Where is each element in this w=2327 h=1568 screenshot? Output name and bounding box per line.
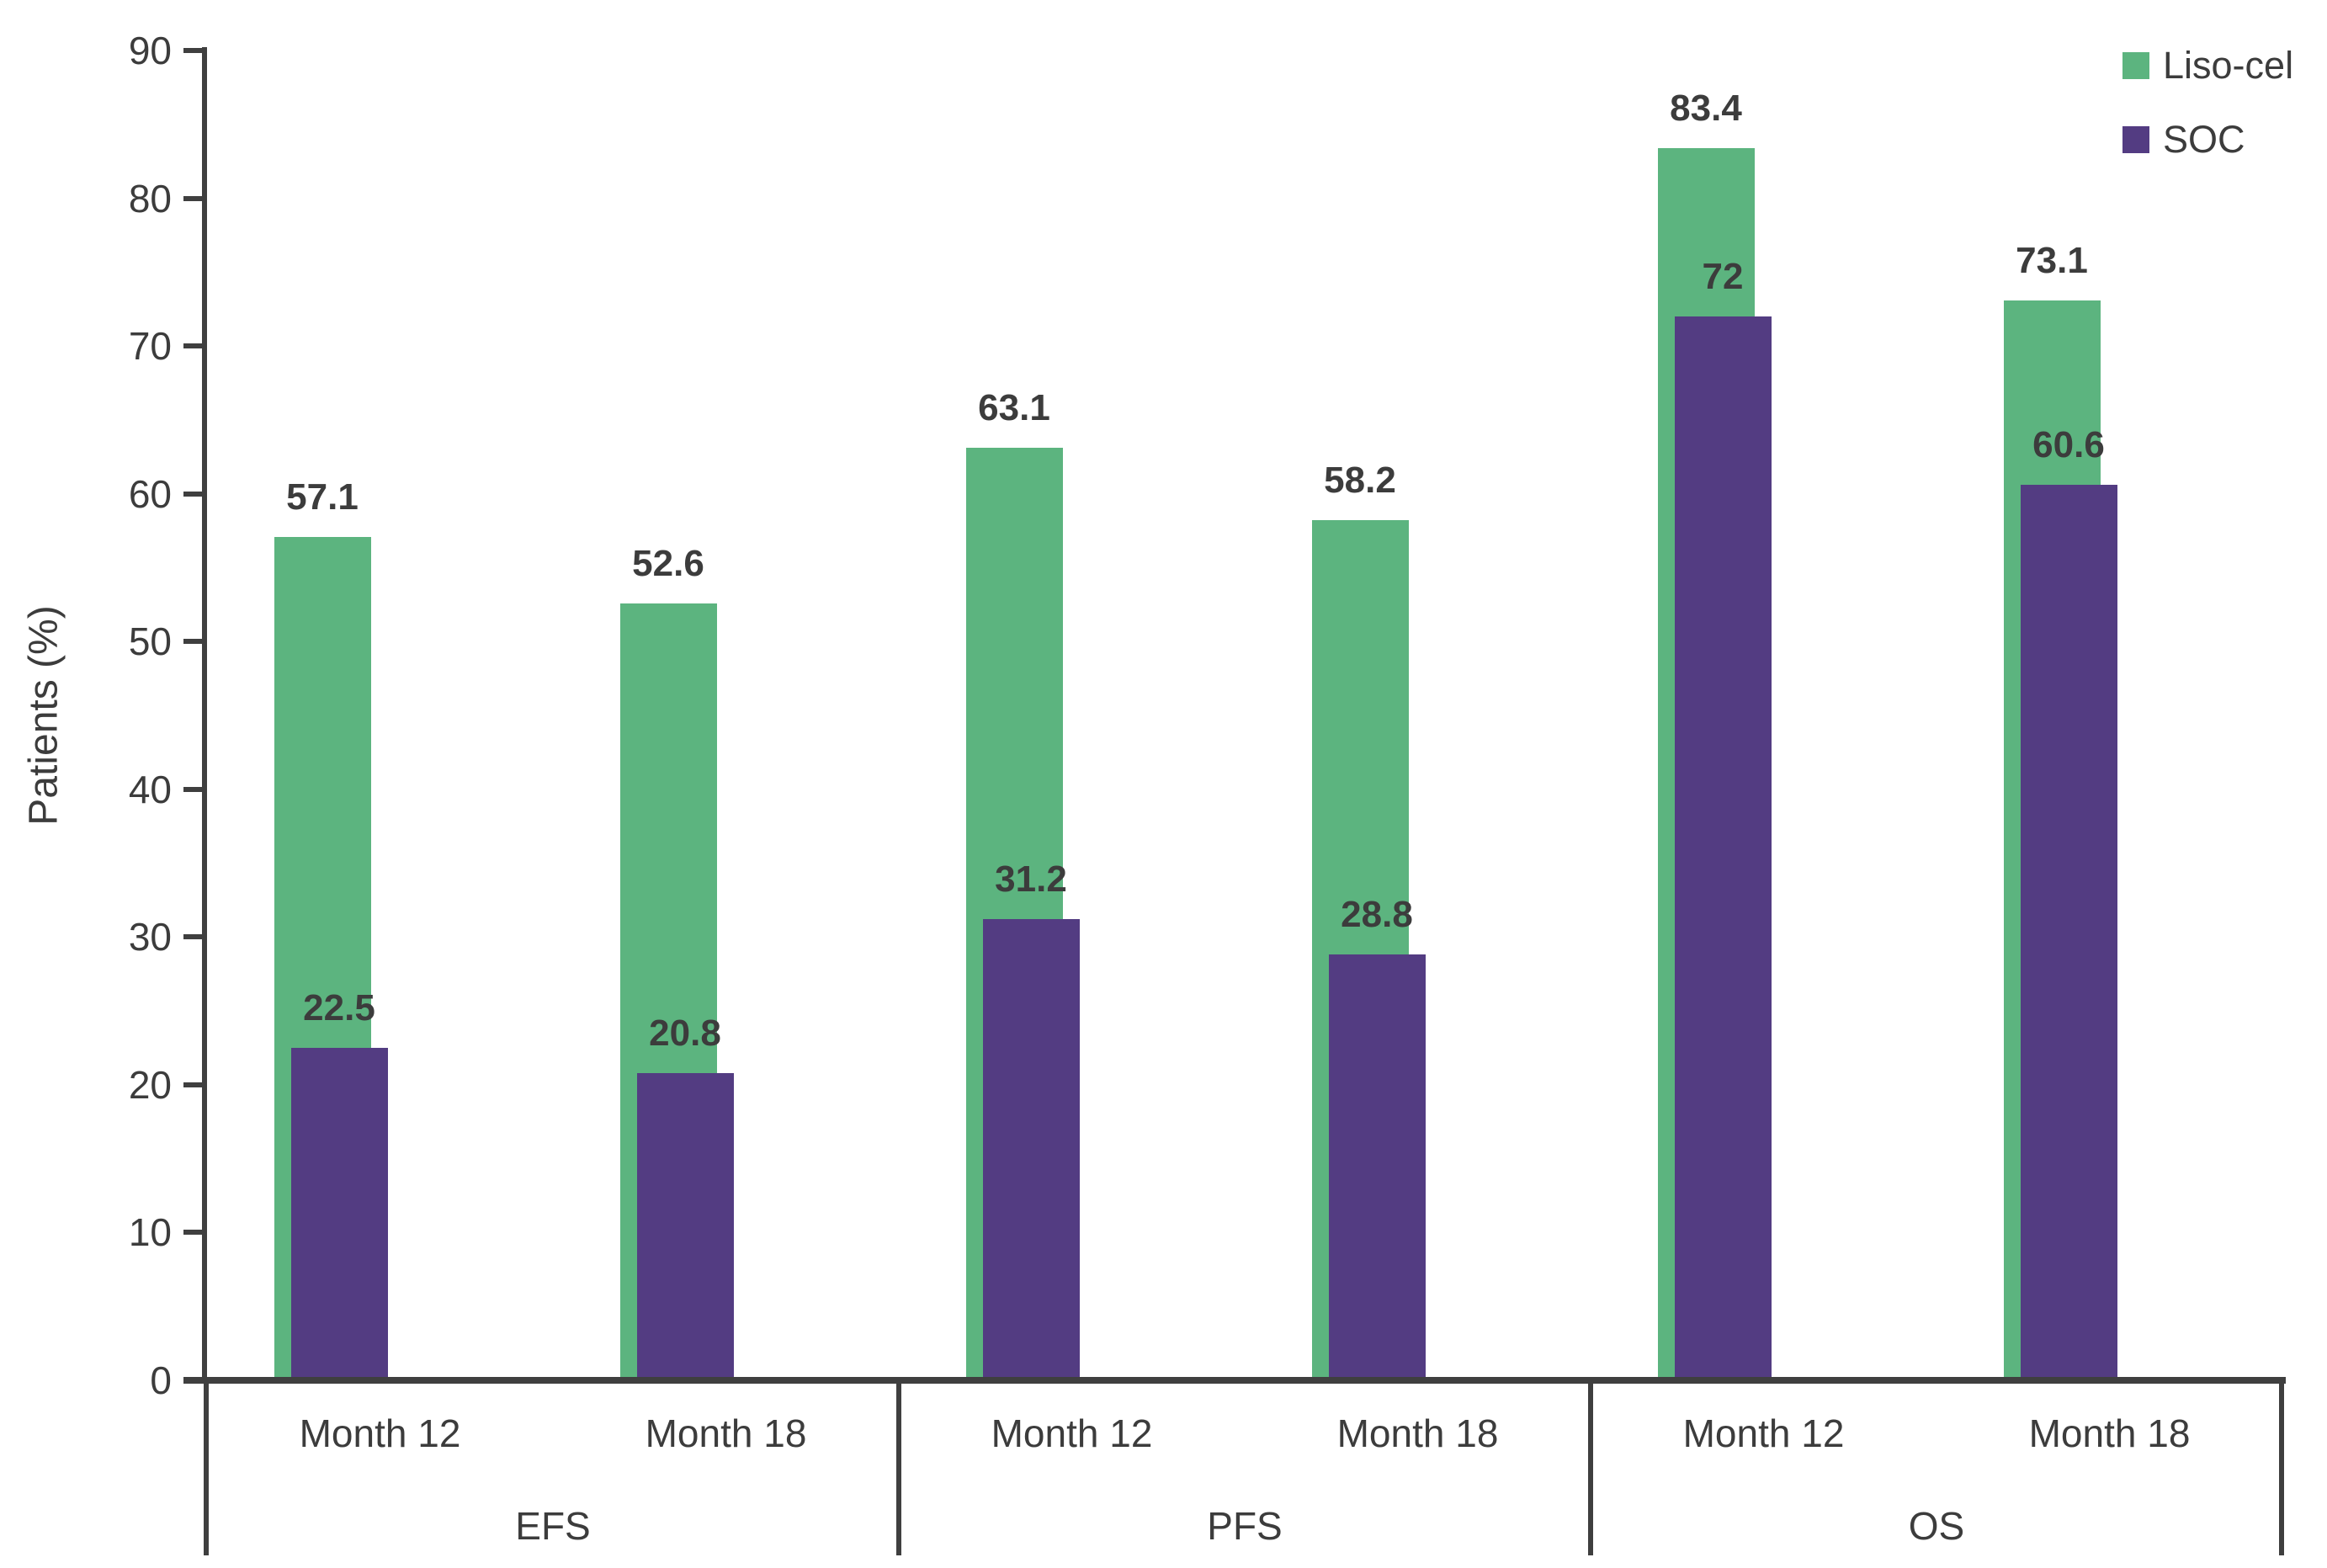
- bar-value-label: 63.1: [978, 387, 1050, 429]
- y-tick-label: 30: [128, 915, 172, 959]
- bar-value-label: 60.6: [2032, 424, 2105, 466]
- y-tick-label: 0: [150, 1358, 172, 1402]
- category-label: Month 18: [645, 1411, 807, 1455]
- bar-value-label: 72: [1702, 256, 1744, 297]
- bar-value-label: 52.6: [632, 542, 704, 584]
- y-tick: [183, 786, 207, 792]
- y-tick: [183, 343, 207, 349]
- group-divider: [203, 1380, 209, 1555]
- group-divider: [2278, 1380, 2284, 1555]
- legend-label: SOC: [2163, 118, 2245, 161]
- category-label: Month 12: [1682, 1411, 1845, 1455]
- y-axis-title: Patients (%): [21, 605, 66, 826]
- group-divider: [896, 1380, 901, 1555]
- y-tick-label: 90: [128, 29, 172, 72]
- y-tick-label: 70: [128, 324, 172, 369]
- y-tick: [183, 1082, 207, 1087]
- legend-label: Liso-cel: [2163, 44, 2294, 87]
- bar-soc: [290, 1048, 388, 1380]
- bar-value-label: 58.2: [1324, 460, 1396, 502]
- y-axis-line: [202, 47, 207, 1380]
- y-tick-label: 80: [128, 176, 172, 221]
- y-tick: [183, 48, 207, 53]
- group-label: EFS: [515, 1504, 591, 1548]
- y-tick-label: 40: [128, 767, 172, 811]
- group-label: PFS: [1207, 1504, 1283, 1548]
- y-tick: [183, 934, 207, 940]
- bar-value-label: 57.1: [286, 476, 359, 518]
- legend-swatch-icon: [2122, 126, 2149, 153]
- group-divider: [1588, 1380, 1593, 1555]
- category-label: Month 18: [1336, 1411, 1499, 1455]
- legend-item-soc: SOC: [2122, 118, 2245, 162]
- y-tick-label: 50: [128, 619, 172, 664]
- bar-soc: [1328, 954, 1426, 1380]
- y-tick-label: 60: [128, 471, 172, 516]
- category-label: Month 12: [991, 1411, 1153, 1455]
- group-label: OS: [1908, 1504, 1965, 1548]
- category-label: Month 18: [2028, 1411, 2191, 1455]
- bar-value-label: 28.8: [1341, 894, 1413, 936]
- bar-soc: [982, 919, 1080, 1380]
- bar-value-label: 83.4: [1670, 87, 1742, 129]
- y-tick-label: 10: [128, 1210, 172, 1255]
- bar-value-label: 22.5: [303, 987, 375, 1029]
- category-label: Month 12: [299, 1411, 461, 1455]
- bar-value-label: 31.2: [995, 858, 1067, 901]
- bar-value-label: 73.1: [2016, 239, 2088, 281]
- legend-item-liso-cel: Liso-cel: [2122, 44, 2293, 88]
- y-tick: [183, 639, 207, 645]
- bar-soc: [636, 1072, 734, 1380]
- bar-value-label: 20.8: [649, 1012, 721, 1054]
- x-axis-zero-line: [183, 1377, 2286, 1384]
- y-tick: [183, 491, 207, 497]
- bar-soc: [1674, 316, 1772, 1380]
- y-tick-label: 20: [128, 1062, 172, 1107]
- legend-swatch-icon: [2122, 52, 2149, 79]
- y-tick: [183, 195, 207, 201]
- bar-soc: [2020, 485, 2117, 1380]
- y-tick: [183, 1230, 207, 1236]
